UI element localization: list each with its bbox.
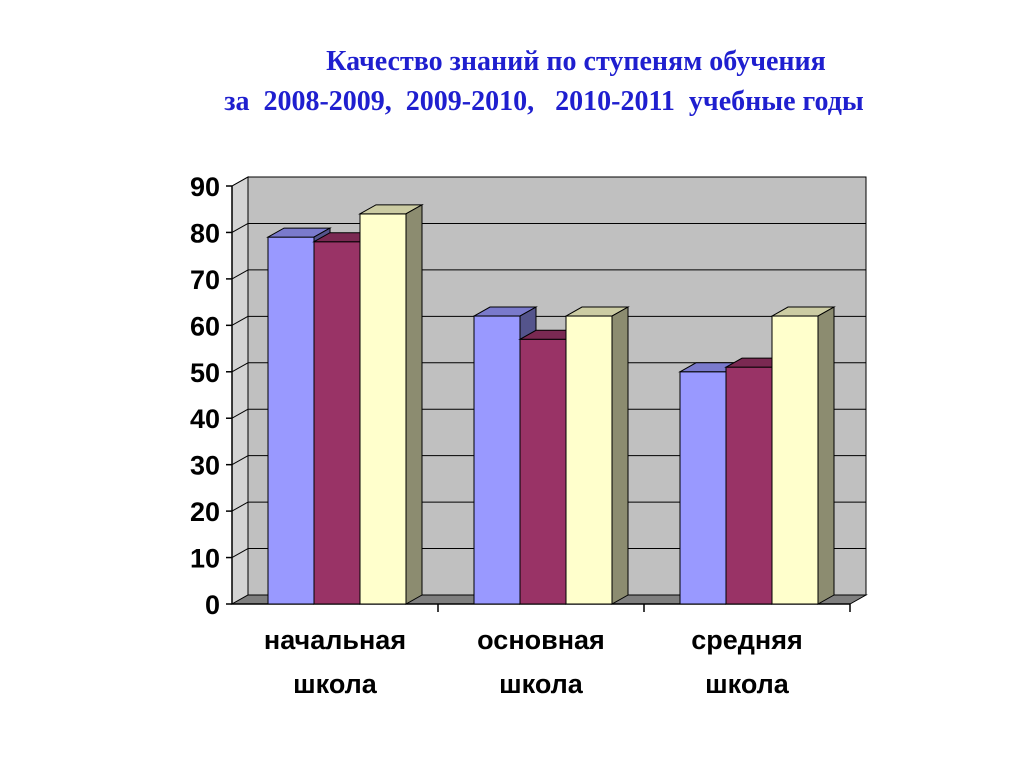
- y-tick-label: 70: [190, 265, 220, 295]
- y-tick-labels: 0 10 20 30 40 50 60 70 80 90: [190, 172, 220, 620]
- y-tick-label: 50: [190, 358, 220, 388]
- x-category-label: средняя: [691, 625, 802, 655]
- bars: [266, 204, 836, 605]
- bar-front: [359, 213, 407, 605]
- gridline-side: [231, 269, 249, 280]
- x-category-label: школа: [705, 669, 790, 699]
- y-tick-label: 60: [190, 311, 220, 341]
- bar-side: [611, 306, 629, 605]
- chart-title-line-2: за 2008-2009, 2009-2010, 2010-2011 учебн…: [224, 86, 864, 117]
- x-category-label: школа: [293, 669, 378, 699]
- y-tick-label: 10: [190, 544, 220, 574]
- bar-front: [725, 366, 773, 605]
- y-tick-label: 30: [190, 451, 220, 481]
- bar-front: [565, 315, 613, 605]
- y-tick-label: 90: [190, 172, 220, 202]
- chart-title-line-1: Качество знаний по ступеням обучения: [326, 46, 826, 77]
- bar-front: [267, 236, 315, 605]
- gridline-side: [231, 176, 249, 187]
- bar-front: [771, 315, 819, 605]
- y-tick-label: 40: [190, 404, 220, 434]
- gridline-side: [231, 362, 249, 373]
- bar-front: [313, 241, 361, 605]
- x-category-label: школа: [499, 669, 584, 699]
- bar: [770, 306, 836, 605]
- bar: [358, 204, 424, 605]
- y-tick-label: 0: [205, 590, 220, 620]
- gridline-side: [231, 408, 249, 419]
- y-tick-label: 20: [190, 497, 220, 527]
- bar-front: [679, 371, 727, 605]
- gridline-side: [231, 455, 249, 466]
- gridline-side: [231, 501, 249, 512]
- gridline-side: [231, 315, 249, 326]
- bar-side: [817, 306, 835, 605]
- bar: [564, 306, 630, 605]
- x-category-labels: начальная школа основная школа средняя школа: [264, 625, 803, 699]
- bar-side: [405, 204, 423, 605]
- bar-front: [519, 338, 567, 605]
- bar-front: [473, 315, 521, 605]
- y-tick-label: 80: [190, 218, 220, 248]
- x-category-label: начальная: [264, 625, 406, 655]
- gridline-side: [231, 223, 249, 233]
- x-category-label: основная: [477, 625, 605, 655]
- gridline-side: [231, 548, 249, 558]
- side-wall: [231, 176, 249, 605]
